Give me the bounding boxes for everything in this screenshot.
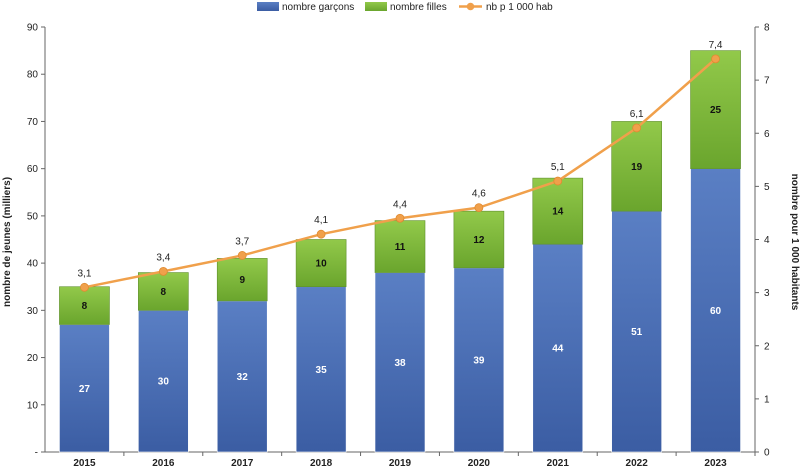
data-label-rate: 4,6 — [472, 189, 486, 200]
legend-label-boys: nombre garçons — [282, 2, 354, 13]
y-tick-label-left: 70 — [27, 117, 39, 128]
bar-girls — [138, 272, 189, 311]
data-label-rate: 5,1 — [551, 162, 565, 173]
data-label-rate: 3,4 — [156, 252, 170, 263]
point-rate — [158, 266, 168, 276]
bar-boys — [374, 272, 426, 453]
point-rate — [80, 282, 89, 292]
legend-swatch-boys — [257, 2, 279, 11]
data-label-boys: 51 — [631, 327, 643, 338]
data-label-girls: 9 — [239, 275, 245, 286]
data-label-boys: 30 — [158, 377, 170, 388]
y-axis-title-right: nombre pour 1 000 habitants — [789, 174, 800, 311]
data-label-girls: 25 — [710, 105, 722, 116]
bar-girls — [59, 286, 110, 325]
y-tick-label-left: 50 — [27, 211, 39, 222]
x-tick-label: 2018 — [310, 458, 333, 468]
y-tick-label-right: 8 — [764, 23, 770, 34]
y-tick-label-right: 0 — [764, 448, 770, 459]
bar-girls — [374, 220, 426, 273]
legend-marker-rate — [466, 2, 475, 11]
data-label-girls: 12 — [473, 235, 485, 246]
point-rate — [395, 213, 405, 223]
point-rate — [632, 123, 642, 133]
y-tick-label-right: 2 — [764, 341, 770, 352]
x-tick-label: 2016 — [152, 458, 175, 468]
chart-legend: nombre garçons nombre filles nb p 1 000 … — [257, 2, 553, 13]
bar-boys — [59, 324, 110, 453]
y-tick-label-left: 60 — [27, 164, 39, 175]
bar-boys — [690, 168, 741, 453]
legend-label-rate: nb p 1 000 hab — [486, 2, 553, 13]
y-tick-label-right: 4 — [764, 235, 770, 246]
y-tick-label-left: 40 — [27, 259, 39, 270]
data-label-rate: 7,4 — [709, 40, 723, 51]
data-label-girls: 8 — [161, 287, 167, 298]
point-rate — [711, 54, 720, 64]
y-tick-label-left: 10 — [27, 400, 39, 411]
x-tick-label: 2021 — [547, 458, 570, 468]
bar-boys — [453, 267, 505, 453]
data-label-rate: 3,1 — [77, 268, 91, 279]
bar-boys — [532, 243, 584, 453]
bar-girls — [453, 210, 505, 269]
bar-girls — [532, 177, 584, 245]
data-label-boys: 35 — [316, 365, 328, 376]
y-tick-label-left: 80 — [27, 70, 39, 81]
bar-boys — [295, 286, 347, 453]
point-rate — [553, 176, 563, 186]
y-tick-label-left: - — [35, 448, 38, 459]
data-label-rate: 6,1 — [630, 109, 644, 120]
data-label-girls: 8 — [82, 301, 88, 312]
data-label-girls: 11 — [395, 242, 406, 253]
data-label-rate: 4,1 — [314, 215, 328, 226]
data-label-girls: 19 — [631, 162, 643, 173]
y-axis-title-left: nombre de jeunes (milliers) — [2, 177, 13, 307]
y-tick-label-right: 6 — [764, 129, 770, 140]
data-label-girls: 10 — [316, 259, 328, 270]
data-label-boys: 27 — [79, 384, 91, 395]
x-tick-label: 2020 — [468, 458, 491, 468]
point-rate — [237, 251, 247, 260]
legend-swatch-girls — [365, 2, 387, 11]
data-label-boys: 60 — [710, 306, 722, 317]
data-label-rate: 3,7 — [235, 236, 249, 247]
data-label-boys: 44 — [552, 344, 564, 355]
bar-girls — [295, 239, 347, 288]
data-label-boys: 32 — [237, 372, 249, 383]
data-label-girls: 14 — [552, 207, 564, 218]
data-label-boys: 38 — [394, 358, 406, 369]
bar-girls — [216, 258, 268, 302]
y-tick-label-left: 20 — [27, 353, 39, 364]
y-tick-label-right: 1 — [764, 394, 770, 405]
point-rate — [474, 203, 484, 213]
y-tick-label-right: 5 — [764, 182, 770, 193]
bar-boys — [216, 300, 268, 453]
bar-girls — [611, 121, 662, 212]
x-tick-label: 2017 — [231, 458, 254, 468]
point-rate — [316, 229, 326, 239]
x-tick-label: 2015 — [73, 458, 96, 468]
bar-boys — [138, 310, 189, 453]
x-tick-label: 2019 — [389, 458, 412, 468]
legend-label-girls: nombre filles — [390, 2, 447, 13]
y-tick-label-left: 90 — [27, 23, 39, 34]
y-tick-label-left: 30 — [27, 306, 39, 317]
y-tick-label-right: 7 — [764, 76, 770, 87]
x-tick-label: 2022 — [626, 458, 649, 468]
y-tick-label-right: 3 — [764, 288, 770, 299]
x-tick-label: 2023 — [704, 458, 727, 468]
data-label-rate: 4,4 — [393, 199, 407, 210]
bar-girls — [690, 50, 741, 169]
data-label-boys: 39 — [473, 355, 485, 366]
bar-boys — [611, 210, 662, 453]
